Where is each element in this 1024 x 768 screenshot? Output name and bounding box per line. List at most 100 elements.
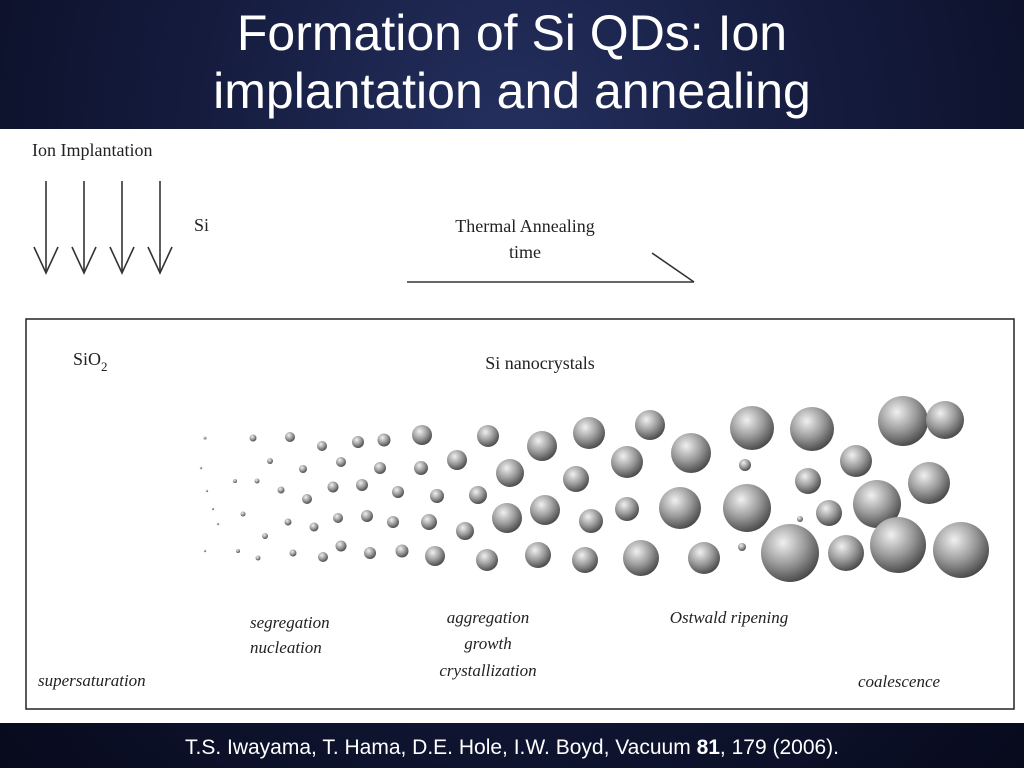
nanocrystal-sphere	[738, 543, 746, 551]
sample-box	[25, 318, 1015, 710]
nanocrystal-sphere	[840, 445, 872, 477]
stage-aggregation: aggregation	[447, 608, 529, 627]
nanocrystal-sphere	[284, 518, 292, 526]
ion-arrow-icon	[33, 181, 59, 275]
nanocrystal-sphere	[216, 522, 220, 526]
stage-growth: growth	[464, 634, 512, 653]
nanocrystal-sphere	[199, 466, 203, 470]
nanocrystal-sphere	[333, 513, 343, 523]
nanocrystal-sphere	[425, 546, 445, 566]
citation-authors: T.S. Iwayama, T. Hama, D.E. Hole, I.W. B…	[184, 736, 697, 759]
nanocrystal-sphere	[611, 446, 643, 478]
nanocrystal-sphere	[421, 514, 437, 530]
nanocrystal-sphere	[309, 522, 319, 532]
nanocrystal-sphere	[262, 533, 268, 539]
nanocrystal-sphere	[412, 425, 432, 445]
nanocrystal-sphere	[267, 458, 273, 464]
diagram-figure: Ion Implantation Si Thermal Annealing ti…	[0, 129, 1024, 723]
nanocrystal-sphere	[659, 487, 701, 529]
ion-species-label: Si	[194, 215, 209, 235]
nanocrystal-sphere	[572, 547, 598, 573]
nanocrystal-sphere	[933, 522, 989, 578]
nanocrystal-sphere	[671, 433, 711, 473]
nanocrystal-sphere	[430, 489, 444, 503]
slide-title: Formation of Si QDs: Ion implantation an…	[0, 4, 1024, 120]
ion-arrow-icon	[71, 181, 97, 275]
nanocrystal-sphere	[828, 535, 864, 571]
matrix-label-main: SiO	[73, 349, 101, 369]
ion-arrow-icon	[147, 181, 173, 275]
stage-crystallization: crystallization	[439, 661, 536, 680]
nanocrystal-sphere	[878, 396, 928, 446]
nanocrystal-sphere	[525, 542, 551, 568]
nanocrystal-sphere	[496, 459, 524, 487]
slide-title-line1: Formation of Si QDs: Ion	[236, 5, 788, 61]
matrix-label-sub: 2	[101, 359, 108, 374]
nanocrystal-sphere	[688, 542, 720, 574]
stage-segregation: segregation	[250, 613, 330, 632]
diagram-svg: Ion Implantation Si Thermal Annealing ti…	[25, 140, 1015, 710]
nanocrystal-sphere	[530, 495, 560, 525]
nanocrystal-sphere	[289, 549, 297, 557]
citation-volume: 81	[696, 736, 720, 759]
nanocrystal-sphere	[254, 478, 260, 484]
nanocrystal-sphere	[579, 509, 603, 533]
nanocrystal-sphere	[573, 417, 605, 449]
matrix-label: SiO2	[73, 349, 108, 374]
nanocrystal-sphere	[456, 522, 474, 540]
nanocrystal-sphere	[853, 480, 901, 528]
nanocrystal-sphere	[730, 406, 774, 450]
nanocrystal-sphere	[476, 549, 498, 571]
nanocrystal-sphere	[395, 544, 409, 558]
nanocrystal-sphere	[926, 401, 964, 439]
nanocrystal-sphere	[233, 479, 237, 483]
nanocrystal-sphere	[797, 516, 803, 522]
nanocrystal-sphere	[299, 465, 307, 473]
citation-pages-year: , 179 (2006).	[719, 736, 840, 759]
stage-nucleation: nucleation	[250, 638, 322, 657]
nanocrystal-sphere	[469, 486, 487, 504]
nanocrystal-sphere	[870, 517, 926, 573]
nanocrystal-sphere	[492, 503, 522, 533]
nanocrystal-sphere	[285, 432, 295, 442]
nanocrystal-sphere	[447, 450, 467, 470]
annealing-label: Thermal Annealing	[455, 216, 594, 236]
nanocrystal-sphere	[527, 431, 557, 461]
ion-arrow-icon	[109, 181, 135, 275]
nanocrystal-sphere	[908, 462, 950, 504]
stage-ostwald: Ostwald ripening	[670, 608, 789, 627]
nanocrystal-sphere	[236, 549, 240, 553]
time-arrow-icon	[407, 252, 695, 283]
stage-coalescence: coalescence	[858, 672, 941, 691]
nanocrystal-sphere	[615, 497, 639, 521]
nanocrystal-sphere	[387, 516, 399, 528]
stage-supersaturation: supersaturation	[38, 671, 146, 690]
nanocrystal-sphere	[255, 555, 261, 561]
nanocrystal-sphere	[392, 486, 404, 498]
nanocrystal-sphere	[816, 500, 842, 526]
slide-title-line2: implantation and annealing	[213, 63, 811, 119]
nanocrystal-sphere	[623, 540, 659, 576]
nanocrystal-sphere	[795, 468, 821, 494]
nanocrystal-sphere	[761, 524, 819, 582]
nanocrystal-sphere	[374, 462, 386, 474]
nanocrystal-sphere	[205, 489, 209, 493]
nanocrystal-sphere	[361, 510, 373, 522]
nanocrystal-spheres	[199, 396, 989, 582]
nanocrystal-sphere	[414, 461, 428, 475]
nanocrystal-sphere	[240, 511, 246, 517]
ion-implantation-label: Ion Implantation	[32, 140, 152, 160]
time-label: time	[509, 242, 541, 262]
nanocrystal-sphere	[203, 549, 207, 553]
nanocrystal-sphere	[635, 410, 665, 440]
nanocrystal-sphere	[277, 486, 285, 494]
nanocrystal-sphere	[377, 433, 391, 447]
nanocrystal-sphere	[723, 484, 771, 532]
nanocrystal-sphere	[790, 407, 834, 451]
nanocrystals-label: Si nanocrystals	[485, 353, 595, 373]
nanocrystal-sphere	[203, 436, 207, 440]
nanocrystal-sphere	[477, 425, 499, 447]
nanocrystal-sphere	[327, 481, 339, 493]
nanocrystal-sphere	[211, 507, 215, 511]
citation: T.S. Iwayama, T. Hama, D.E. Hole, I.W. B…	[0, 733, 1024, 763]
